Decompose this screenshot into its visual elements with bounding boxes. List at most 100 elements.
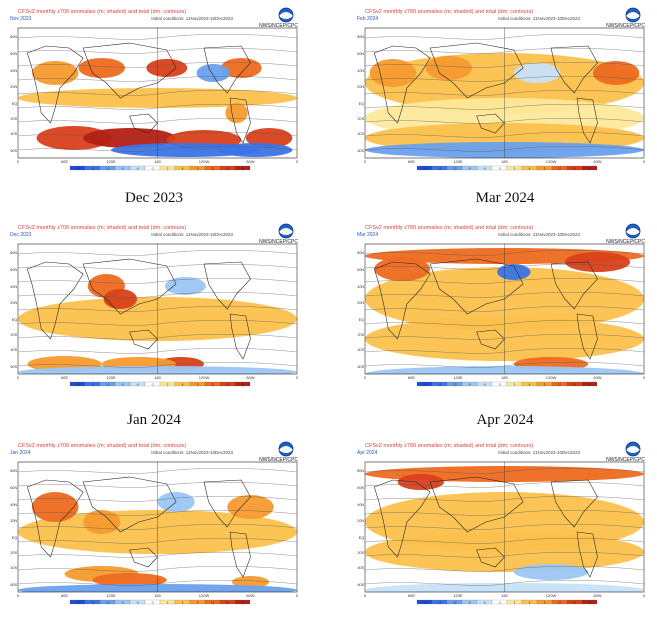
colorbar-swatch [234, 599, 251, 605]
lon-label: 60E [408, 159, 415, 164]
anomaly-region [146, 59, 188, 77]
noaa-logo-icon [625, 223, 641, 239]
lon-label: 120W [199, 593, 210, 598]
map-area: 80N 60N 40N 20N EQ 20S 40S 60S [357, 461, 645, 593]
map-svg: CFSv2 monthly z700 anomalies (m; shaded)… [10, 223, 299, 387]
lat-label: EQ [359, 318, 364, 322]
anomaly-region [220, 58, 262, 78]
panel-credit: NWS/NCEP/CPC [606, 457, 645, 463]
lat-label: 40N [10, 285, 17, 289]
lon-label: 120W [199, 375, 210, 380]
caption-4: Apr 2024 [476, 412, 534, 428]
anomaly-region [111, 143, 260, 157]
anomaly-region [31, 492, 79, 522]
panel-init: Initial conditions: 11Nov2023-10Dec2023 [498, 232, 580, 237]
lat-label: 20N [357, 85, 364, 89]
colorbar-tick: 9 [544, 383, 546, 387]
colorbar-swatch [581, 381, 598, 387]
anomaly-region [425, 56, 472, 80]
colorbar-tick: -9 [121, 601, 124, 605]
coastline [576, 97, 598, 144]
caption-2: Mar 2024 [475, 190, 535, 206]
coastline [229, 313, 251, 360]
lat-label: 60N [357, 486, 364, 490]
coastline [203, 261, 251, 310]
colorbar-tick: 12 [558, 601, 562, 605]
map-frame [17, 243, 298, 375]
colorbar-swatch [581, 599, 598, 605]
map-frame [364, 243, 645, 375]
lon-label: 180 [154, 159, 161, 164]
noaa-logo-icon [625, 7, 641, 23]
lon-label: 60W [246, 593, 254, 598]
map-svg: CFSv2 monthly z700 anomalies (m; shaded)… [357, 223, 646, 387]
map-panel-5: CFSv2 monthly z700 anomalies (m; shaded)… [8, 440, 308, 610]
noaa-logo-icon [625, 441, 641, 457]
noaa-logo-icon [278, 223, 294, 239]
lon-label: 120E [106, 593, 116, 598]
colorbar-tick: 9 [197, 383, 199, 387]
colorbar-tick: 12 [211, 167, 215, 171]
lat-label: 80N [357, 35, 364, 39]
lat-label: 60S [357, 365, 364, 369]
lon-label: 120E [453, 375, 463, 380]
lat-label: 80N [357, 251, 364, 255]
colorbar-swatch [234, 381, 251, 387]
anomaly-region [83, 128, 177, 148]
lon-label: 60W [593, 375, 601, 380]
lon-label: 180 [154, 375, 161, 380]
colorbar-tick: 9 [544, 167, 546, 171]
caption-3: Jan 2024 [127, 412, 181, 428]
colorbar-tick: 3 [167, 167, 169, 171]
lat-label: 60N [10, 52, 17, 56]
map-svg: CFSv2 monthly z700 anomalies (m; shaded)… [357, 7, 646, 171]
lon-label: 60W [246, 159, 254, 164]
anomaly-region [78, 58, 125, 78]
colorbar: -18 -15 -12 -9 -6 -3 3 6 9 12 15 18 [69, 381, 251, 387]
panel-init: Initial conditions: 11Nov2023-10Dec2023 [498, 450, 580, 455]
panel-month: Mar 2024 [357, 232, 378, 238]
lon-label: 0 [296, 375, 299, 380]
anomaly-region [103, 289, 138, 309]
coastline [476, 547, 505, 568]
panel-init: Initial conditions: 11Nov2023-10Dec2023 [498, 16, 580, 21]
colorbar-tick: 3 [167, 383, 169, 387]
colorbar-tick: 18 [241, 167, 245, 171]
lat-label: 80N [10, 469, 17, 473]
coastline [476, 113, 505, 134]
panel-month: Jan 2024 [10, 450, 31, 456]
lon-label: 0 [296, 593, 299, 598]
coastline [550, 261, 598, 310]
lat-label: EQ [12, 102, 17, 106]
lat-label: 60S [357, 149, 364, 153]
colorbar-tick: -6 [483, 601, 486, 605]
colorbar-tick: -12 [452, 167, 456, 171]
colorbar-tick: -18 [422, 167, 426, 171]
colorbar-tick: -6 [136, 383, 139, 387]
colorbar-tick: 6 [529, 601, 531, 605]
coastline [26, 261, 84, 340]
lat-label: 40N [357, 69, 364, 73]
coastline [576, 531, 598, 578]
lon-label: 180 [501, 375, 508, 380]
panel-init: Initial conditions: 11Nov2023-10Dec2023 [151, 450, 233, 455]
lon-label: 0 [364, 375, 367, 380]
lat-label: 20S [357, 333, 364, 337]
colorbar-tick: 15 [226, 383, 230, 387]
lat-label: 60S [10, 583, 17, 587]
anomaly-region [513, 564, 589, 580]
lat-label: 80N [10, 251, 17, 255]
lat-label: 40S [10, 566, 17, 570]
colorbar-tick: -18 [75, 383, 79, 387]
coastline [26, 45, 84, 124]
colorbar-tick: 15 [573, 601, 577, 605]
coastline [476, 329, 505, 350]
anomaly-region [92, 573, 167, 587]
panel-credit: NWS/NCEP/CPC [259, 23, 298, 29]
lon-label: 0 [643, 159, 646, 164]
map-panel-2: CFSv2 monthly z700 anomalies (m; shaded)… [355, 6, 655, 176]
lat-label: 20N [10, 519, 17, 523]
map-area: 80N 60N 40N 20N EQ 20S 40S 60S [10, 27, 298, 159]
lon-label: 0 [643, 375, 646, 380]
colorbar-tick: -15 [90, 601, 94, 605]
